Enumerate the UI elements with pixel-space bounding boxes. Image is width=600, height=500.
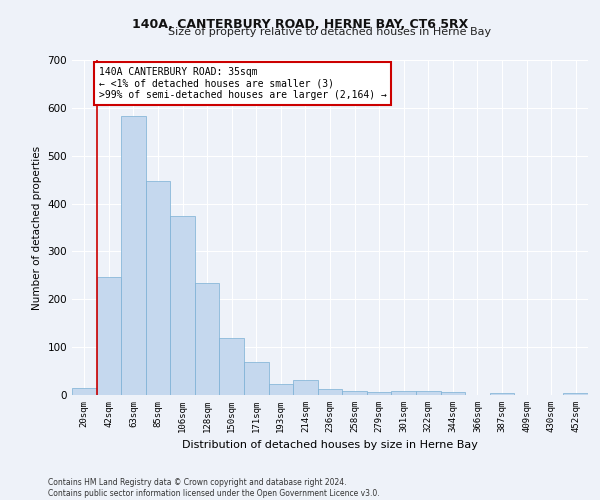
Bar (195, 283, 220, 395)
Title: Size of property relative to detached houses in Herne Bay: Size of property relative to detached ho… (169, 27, 491, 37)
Bar (293, 380, 318, 395)
Bar (121, 116, 146, 395)
Bar (367, 392, 391, 395)
Bar (440, 392, 465, 395)
Bar (342, 391, 367, 395)
Bar (563, 392, 588, 395)
Bar (146, 180, 170, 395)
Bar (170, 216, 195, 395)
X-axis label: Distribution of detached houses by size in Herne Bay: Distribution of detached houses by size … (182, 440, 478, 450)
Bar (416, 391, 440, 395)
Bar (391, 390, 416, 395)
Bar (97, 277, 121, 395)
Text: 140A CANTERBURY ROAD: 35sqm
← <1% of detached houses are smaller (3)
>99% of sem: 140A CANTERBURY ROAD: 35sqm ← <1% of det… (98, 67, 386, 100)
Bar (72, 388, 97, 395)
Bar (490, 392, 514, 395)
Y-axis label: Number of detached properties: Number of detached properties (32, 146, 42, 310)
Bar (269, 384, 293, 395)
Bar (318, 389, 342, 395)
Bar (220, 338, 244, 395)
Bar (244, 362, 269, 395)
Text: 140A, CANTERBURY ROAD, HERNE BAY, CT6 5RX: 140A, CANTERBURY ROAD, HERNE BAY, CT6 5R… (132, 18, 468, 30)
Text: Contains HM Land Registry data © Crown copyright and database right 2024.
Contai: Contains HM Land Registry data © Crown c… (48, 478, 380, 498)
